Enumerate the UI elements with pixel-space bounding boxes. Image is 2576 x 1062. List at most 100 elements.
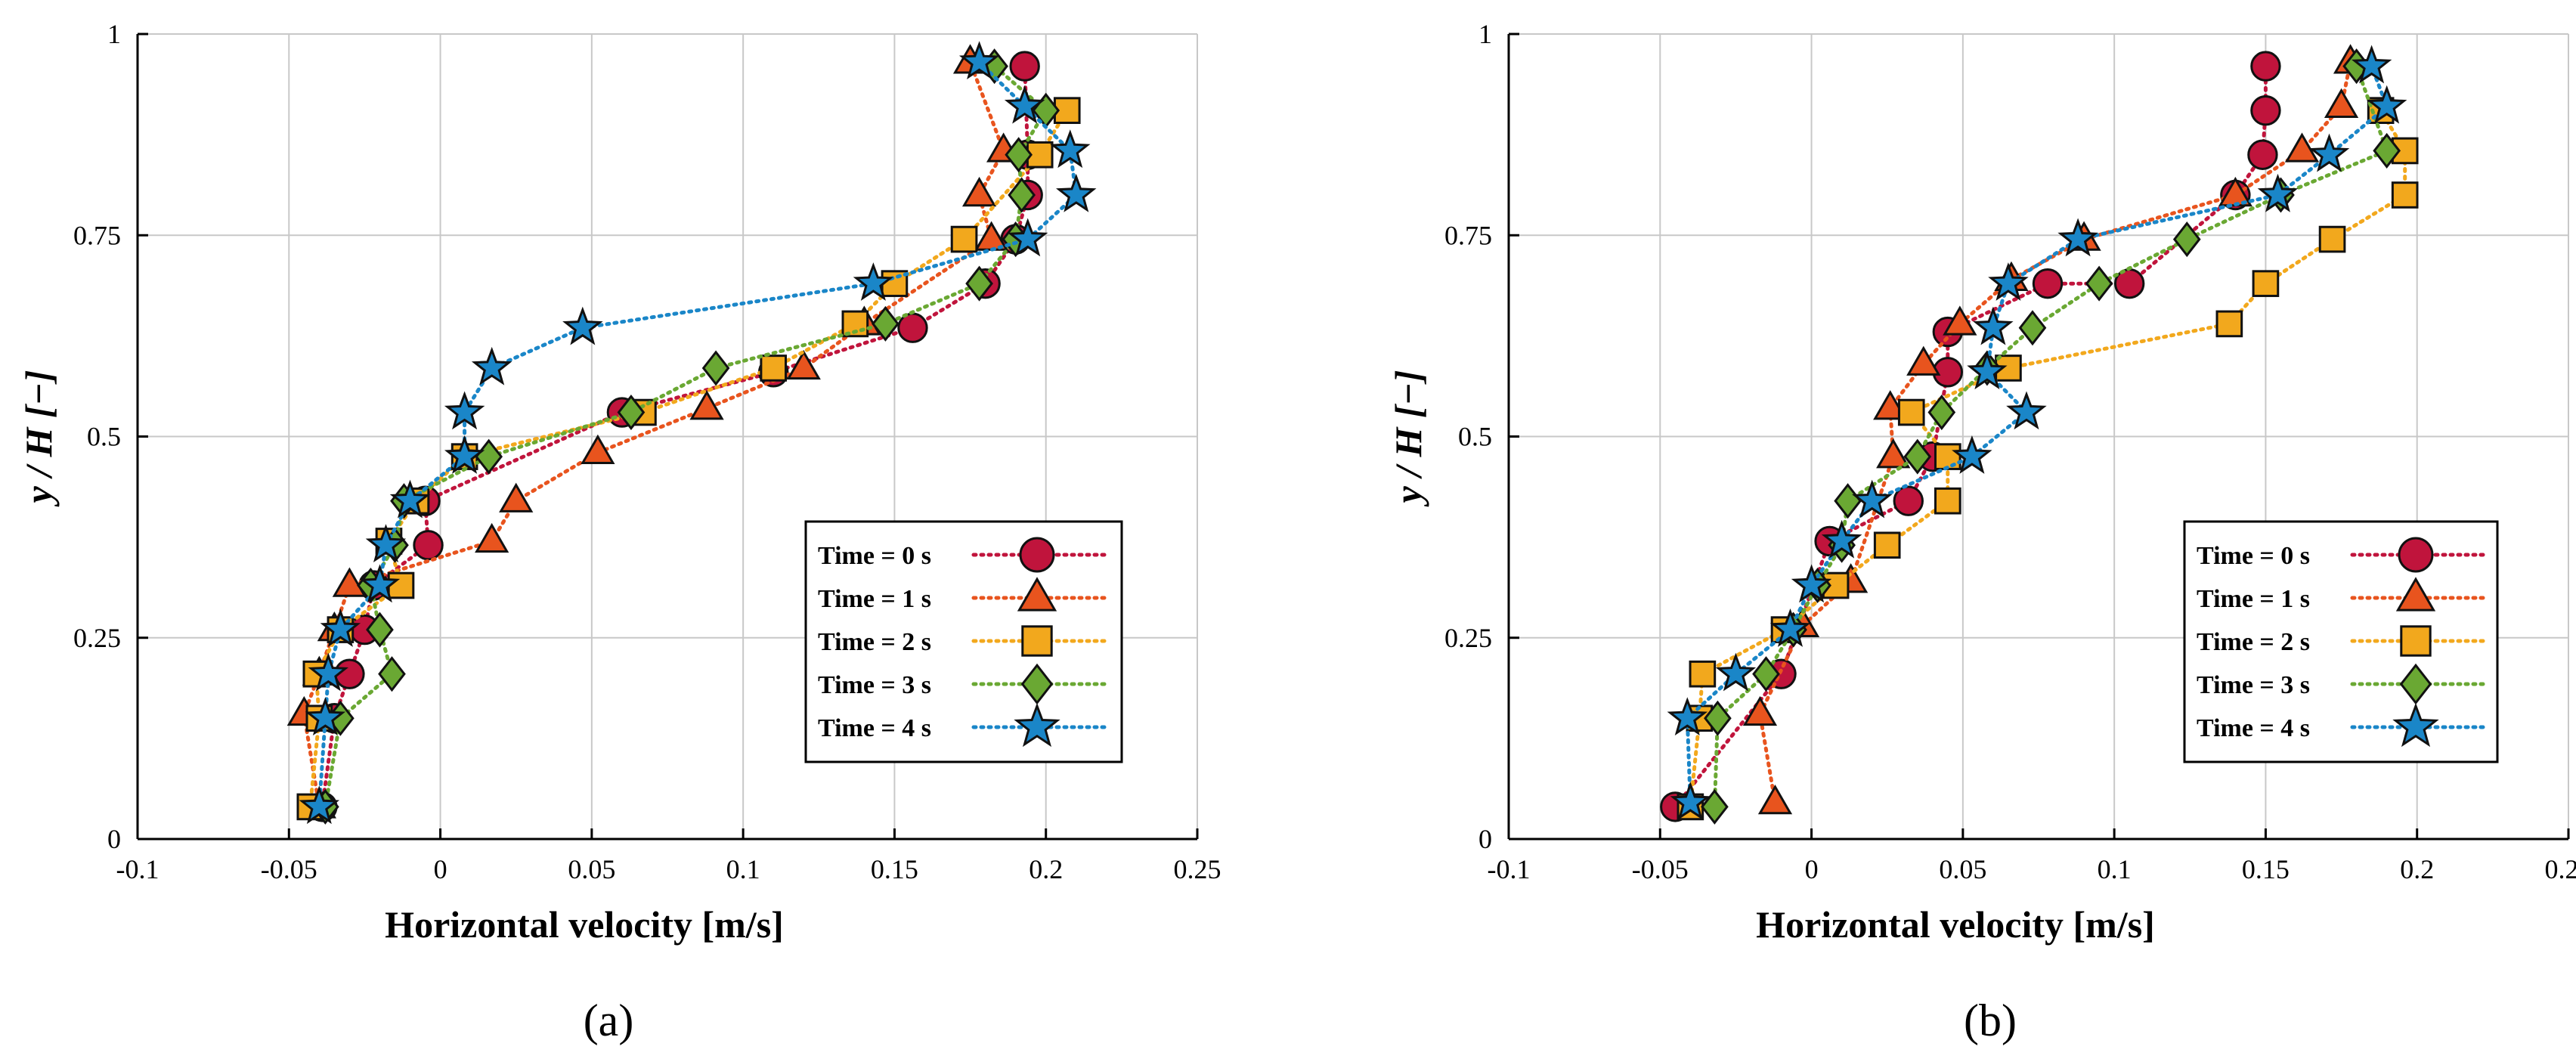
legend-entry-label: Time = 3 s: [818, 671, 931, 699]
data-point-star: [308, 652, 349, 692]
y-tick-label: 0.75: [1444, 220, 1492, 250]
legend-entry-label: Time = 4 s: [818, 714, 931, 742]
data-point-square: [1689, 660, 1717, 688]
data-point-star: [2308, 133, 2350, 172]
data-point-diamond: [1704, 700, 1732, 736]
data-point-star: [1004, 85, 1045, 124]
data-point-star: [562, 306, 603, 345]
legend-entry-label: Time = 0 s: [2197, 542, 2310, 570]
data-point-star: [1821, 519, 1862, 559]
panel-label: (b): [1964, 995, 2017, 1045]
data-point-circle: [413, 530, 444, 561]
y-axis-label: y / H [−]: [17, 370, 60, 506]
data-point-star: [1791, 564, 1832, 603]
data-point-triangle: [786, 349, 821, 380]
data-point-star: [1670, 782, 1711, 820]
data-point-circle: [897, 312, 928, 343]
series-line: [1757, 60, 2353, 805]
data-point-triangle: [2324, 88, 2359, 119]
data-point-star: [2057, 218, 2098, 257]
data-point-diamond: [701, 350, 730, 386]
data-point-triangle: [961, 176, 997, 207]
data-point-triangle: [1742, 695, 1778, 726]
x-tick-label: 0.2: [2400, 854, 2434, 884]
data-point-triangle: [689, 390, 724, 420]
data-point-square: [2318, 225, 2346, 253]
data-point-star: [1715, 652, 1757, 692]
data-point-star: [320, 608, 361, 647]
data-point-star: [853, 262, 894, 301]
chart-panel-1: -0.1 -0.05 0 0.05 0.1 0.15 0.2 0.25 0 0.25 0.5 0.75…: [17, 19, 1221, 1045]
series-star: [299, 41, 1097, 825]
series-star: [1667, 45, 2407, 820]
legend: Time = 0 s Time = 1 s Time = 2 s Time = 3 s…: [804, 520, 1123, 763]
series-line: [1712, 64, 2389, 809]
data-point-star: [305, 697, 346, 735]
data-point-star: [1973, 306, 2014, 345]
data-point-triangle: [1943, 305, 1977, 336]
y-tick-label: 0.25: [73, 623, 121, 653]
data-point-square: [2215, 310, 2243, 338]
data-point-star: [299, 785, 340, 825]
legend-marker-circle: [2398, 537, 2434, 573]
x-axis-label: Horizontal velocity [m/s]: [1756, 903, 2155, 946]
x-tick-label: 0.1: [2098, 854, 2132, 884]
legend-marker-star: [1014, 702, 1060, 748]
data-point-square: [1934, 487, 1961, 515]
data-point-diamond: [2373, 132, 2401, 169]
data-point-square: [1873, 531, 1901, 559]
x-tick-label: 0.05: [1939, 854, 1986, 884]
data-point-star: [365, 524, 407, 562]
data-point-square: [2391, 181, 2419, 209]
data-point-star: [471, 346, 512, 385]
legend-entry-label: Time = 0 s: [818, 542, 931, 570]
data-point-triangle: [1906, 345, 1941, 376]
data-point-triangle: [475, 522, 509, 553]
x-tick-label: 0: [1805, 854, 1819, 884]
x-tick-label: 0: [434, 854, 447, 884]
data-point-star: [1952, 435, 1992, 474]
legend-entry-label: Time = 2 s: [818, 628, 931, 656]
data-point-star: [1007, 218, 1048, 257]
data-point-circle: [2247, 139, 2278, 170]
panel-label: (a): [584, 995, 634, 1045]
data-point-star: [2257, 173, 2299, 212]
data-point-square: [1897, 398, 1925, 426]
legend-marker-square: [2400, 625, 2432, 657]
data-point-circle: [2250, 94, 2281, 126]
y-tick-label: 0.25: [1444, 623, 1492, 653]
data-point-triangle: [581, 434, 615, 465]
data-point-triangle: [499, 482, 534, 512]
legend-entry-label: Time = 1 s: [2197, 585, 2310, 613]
legend-entry-label: Time = 2 s: [2197, 628, 2310, 656]
data-point-circle: [1009, 51, 1040, 82]
data-point-diamond: [378, 656, 406, 692]
data-point-star: [1056, 173, 1097, 212]
data-point-diamond: [2172, 221, 2201, 258]
legend-marker-square: [1021, 625, 1053, 657]
data-point-diamond: [617, 395, 646, 431]
data-point-square: [950, 225, 978, 253]
data-point-diamond: [1005, 137, 1033, 173]
x-tick-label: 0.2: [1029, 854, 1063, 884]
y-tick-label: 1: [107, 19, 121, 49]
data-point-star: [1967, 351, 2008, 390]
y-tick-label: 0: [107, 824, 121, 854]
legend-marker-star: [2392, 702, 2439, 748]
data-point-square: [760, 355, 788, 382]
data-point-star: [2366, 85, 2407, 124]
data-point-diamond: [1008, 177, 1036, 213]
data-point-diamond: [872, 305, 899, 342]
x-tick-label: 0.25: [1174, 854, 1221, 884]
x-tick-label: -0.05: [1632, 854, 1689, 884]
data-point-diamond: [366, 612, 394, 648]
data-point-square: [2252, 270, 2280, 297]
data-point-square: [881, 270, 909, 297]
data-point-triangle: [1876, 438, 1911, 469]
data-point-diamond: [2085, 265, 2113, 302]
data-point-star: [1050, 129, 1091, 169]
data-point-star: [1667, 697, 1708, 735]
data-point-triangle: [1873, 390, 1908, 420]
data-point-diamond: [965, 265, 993, 302]
